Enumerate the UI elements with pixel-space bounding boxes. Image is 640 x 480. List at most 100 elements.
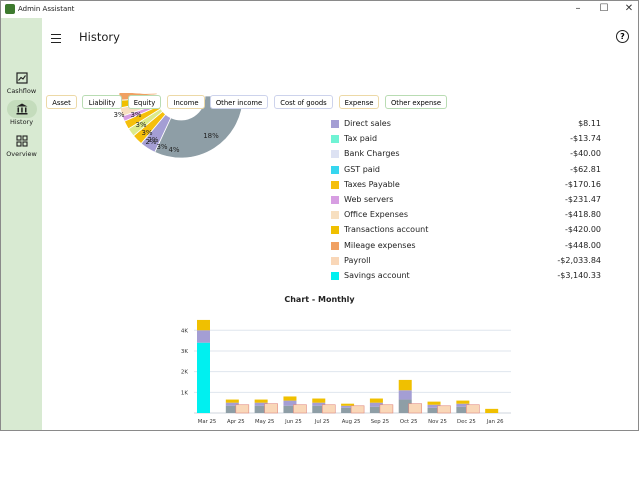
menu-icon[interactable] xyxy=(51,34,61,46)
minimize-button[interactable]: – xyxy=(575,3,581,14)
legend-value: -$231.47 xyxy=(565,195,601,204)
sidebar-item-overview[interactable]: Overview xyxy=(1,132,42,158)
legend-value: -$2,033.84 xyxy=(557,255,601,265)
x-tick-label: Dec 25 xyxy=(457,419,476,425)
legend-item: Mileage expenses -$448.00 xyxy=(331,241,601,253)
pie-label: 3% xyxy=(113,111,124,119)
legend-swatch xyxy=(331,256,339,265)
filter-chip-cost-of-goods[interactable]: Cost of goods xyxy=(274,95,333,109)
pie-label: 18% xyxy=(203,132,219,140)
legend-item: Direct sales $8.11 xyxy=(331,119,601,131)
bar-segment xyxy=(283,405,297,413)
pie-slice xyxy=(132,93,158,95)
sidebar-item-history[interactable]: History xyxy=(1,100,42,126)
bar-segment xyxy=(225,405,239,413)
help-icon[interactable]: ? xyxy=(616,30,629,43)
filter-chip-expense[interactable]: Expense xyxy=(339,95,379,109)
bar-segment xyxy=(312,405,326,413)
bar-segment xyxy=(312,398,326,403)
x-tick-label: Jun 25 xyxy=(284,419,302,425)
bar-segment xyxy=(254,405,268,413)
pie-label: 3% xyxy=(135,121,146,129)
x-tick-label: Jan 26 xyxy=(486,419,504,425)
title-bar: Admin Assistant – ☐ ✕ xyxy=(1,1,638,18)
bar-segment xyxy=(456,403,470,407)
legend-swatch xyxy=(331,211,339,220)
x-tick-label: Sep 25 xyxy=(371,419,389,425)
legend-name: Mileage expenses xyxy=(344,240,416,250)
legend-name: Taxes Payable xyxy=(344,179,400,189)
bar-segment xyxy=(293,404,307,414)
pie-label: 3% xyxy=(156,143,167,151)
bar-segment xyxy=(225,402,239,406)
bar-segment xyxy=(341,405,355,408)
bank-icon xyxy=(16,103,27,115)
sidebar-item-label: Overview xyxy=(6,150,37,158)
bar-segment xyxy=(283,400,297,406)
legend-name: Tax paid xyxy=(344,134,378,144)
bar-segment xyxy=(398,379,412,391)
x-tick-label: Apr 25 xyxy=(227,419,245,425)
filter-chip-income[interactable]: Income xyxy=(167,95,205,109)
legend-swatch xyxy=(331,150,339,159)
x-tick-label: May 25 xyxy=(255,419,274,425)
legend-name: Transactions account xyxy=(344,225,429,235)
legend-item: GST paid -$62.81 xyxy=(331,165,601,177)
bar-segment xyxy=(466,404,480,414)
filter-chip-other-income[interactable]: Other income xyxy=(210,95,268,109)
legend-swatch xyxy=(331,165,339,174)
legend-swatch xyxy=(331,135,339,144)
bar-segment xyxy=(341,403,355,406)
legend-item: Web servers -$231.47 xyxy=(331,195,601,207)
y-tick-label: 4K xyxy=(181,328,188,334)
bar-segment xyxy=(321,404,336,414)
maximize-button[interactable]: ☐ xyxy=(599,3,609,14)
legend-item: Transactions account -$420.00 xyxy=(331,225,601,237)
bar-segment xyxy=(369,402,383,407)
filter-chip-equity[interactable]: Equity xyxy=(128,95,161,109)
bar-segment xyxy=(254,399,268,403)
legend-swatch xyxy=(331,120,339,128)
filter-chip-other-expense[interactable]: Other expense xyxy=(385,95,447,109)
bar-segment xyxy=(312,402,326,406)
chart-title: Chart - Monthly xyxy=(284,295,355,304)
legend-value: -$3,140.33 xyxy=(557,271,601,280)
legend-swatch xyxy=(331,241,339,250)
x-tick-label: Nov 25 xyxy=(428,419,447,425)
close-button[interactable]: ✕ xyxy=(624,3,634,14)
sidebar-item-label: Cashflow xyxy=(6,87,37,95)
x-tick-label: Mar 25 xyxy=(198,419,216,425)
legend-name: Bank Charges xyxy=(344,149,400,159)
dashboard-icon xyxy=(15,135,28,147)
y-tick-label: 2K xyxy=(181,370,188,376)
legend-name: GST paid xyxy=(344,164,380,174)
sidebar-item-cashflow[interactable]: Cashflow xyxy=(1,69,42,95)
filter-chip-asset[interactable]: Asset xyxy=(46,95,77,109)
legend-item: Bank Charges -$40.00 xyxy=(331,149,601,161)
bar-segment xyxy=(485,408,499,413)
header: History ? xyxy=(42,18,638,58)
bar-segment xyxy=(197,342,210,413)
pie-label: 2% xyxy=(147,136,158,144)
legend-name: Office Expenses xyxy=(344,210,409,220)
y-tick-label: 1K xyxy=(181,390,188,396)
pie-label: 3% xyxy=(130,111,141,119)
bar-segment xyxy=(437,405,451,414)
legend-value: $8.11 xyxy=(578,119,601,128)
pie-label: 2% xyxy=(145,138,156,146)
bar-segment xyxy=(235,404,250,414)
bar-segment xyxy=(341,407,355,413)
legend-item: Taxes Payable -$170.16 xyxy=(331,180,601,192)
x-tick-label: Jul 25 xyxy=(314,419,330,425)
bar-segment xyxy=(408,403,423,414)
chart-icon xyxy=(15,72,28,84)
legend-item: Office Expenses -$418.80 xyxy=(331,210,601,222)
legend-name: Savings account xyxy=(344,271,410,280)
legend-value: -$420.00 xyxy=(565,225,601,235)
filter-chip-liability[interactable]: Liability xyxy=(82,95,122,109)
bar-segment xyxy=(283,396,297,401)
bar-segment xyxy=(398,390,412,400)
bar-segment xyxy=(369,406,383,413)
bar-segment xyxy=(427,407,441,413)
legend-swatch xyxy=(331,196,339,204)
